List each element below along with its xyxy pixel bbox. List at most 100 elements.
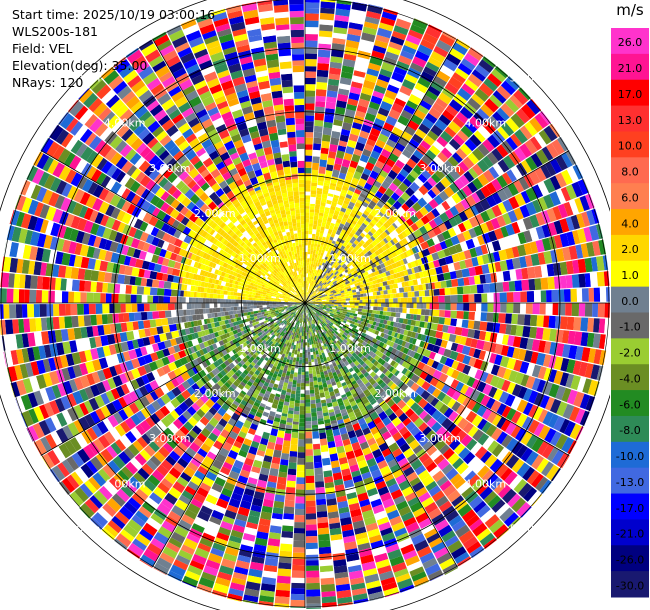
radar-gate (440, 130, 453, 143)
radar-gate (345, 146, 355, 155)
radar-gate (378, 199, 386, 206)
radar-gate (414, 272, 421, 279)
radar-gate (346, 207, 352, 213)
radar-gate (451, 278, 459, 287)
radar-gate (346, 319, 350, 323)
radar-gate (390, 279, 395, 285)
radar-gate (316, 187, 323, 192)
radar-gate (422, 32, 439, 45)
radar-gate (346, 303, 350, 306)
radar-gate (445, 209, 454, 219)
radar-gate (305, 155, 313, 162)
radar-gate (306, 292, 308, 296)
radar-gate (280, 537, 293, 545)
radar-gate (280, 543, 293, 552)
radar-gate (305, 121, 314, 127)
radar-gate (421, 309, 426, 316)
radar-gate (305, 402, 311, 407)
radar-gate (376, 278, 381, 284)
radar-gate (450, 303, 457, 311)
radar-gate (438, 164, 451, 176)
radar-gate (373, 245, 379, 252)
radar-gate (286, 417, 293, 423)
radar-gate (330, 292, 334, 295)
radar-gate (502, 212, 512, 225)
radar-gate (329, 293, 334, 297)
radar-gate (443, 248, 451, 257)
radar-gate (326, 233, 331, 237)
radar-gate (295, 390, 301, 394)
radar-gate (309, 341, 312, 345)
radar-gate (539, 303, 546, 315)
radar-gate (556, 401, 568, 417)
radar-gate (374, 317, 378, 322)
radar-gate (351, 153, 361, 163)
radar-gate (549, 328, 557, 342)
radar-gate (311, 412, 317, 417)
radar-gate (322, 127, 332, 136)
radar-gate (327, 269, 331, 274)
radar-gate (306, 320, 308, 325)
radar-gate (382, 294, 387, 299)
radar-gate (356, 237, 361, 243)
radar-gate (315, 272, 319, 277)
radar-gate (310, 263, 314, 268)
radar-gate (431, 208, 441, 218)
radar-gate (524, 139, 538, 155)
radar-gate (336, 289, 340, 293)
radar-gate (461, 83, 476, 96)
radar-gate (337, 145, 347, 152)
radar-gate (314, 287, 319, 292)
radar-gate (312, 304, 317, 306)
radar-gate (423, 222, 433, 232)
radar-gate (535, 239, 545, 253)
radar-gate (317, 252, 321, 256)
radar-gate (383, 290, 388, 295)
radar-gate (593, 287, 601, 302)
radar-gate (434, 281, 442, 289)
radar-gate (394, 97, 407, 108)
radar-gate (354, 63, 368, 73)
radar-gate (329, 314, 334, 318)
radar-gate (417, 77, 431, 89)
radar-gate (399, 252, 406, 260)
radar-gate (380, 273, 385, 278)
radar-gate (292, 380, 297, 385)
radar-gate (326, 257, 331, 262)
radar-gate (373, 266, 378, 272)
radar-gate (322, 254, 326, 260)
radar-gate (322, 189, 329, 195)
radar-gate (484, 273, 492, 284)
radar-gate (325, 224, 330, 230)
radar-gate (300, 386, 305, 390)
radar-gate (312, 289, 315, 293)
radar-gate (391, 71, 405, 83)
radar-gate (479, 198, 491, 211)
radar-gate (531, 377, 541, 391)
radar-gate (307, 284, 309, 288)
radar-gate (350, 229, 357, 235)
radar-gate (301, 369, 305, 373)
radar-gate (428, 268, 437, 276)
radar-gate (413, 228, 423, 238)
radar-gate (305, 77, 316, 85)
radar-gate (586, 210, 596, 226)
radar-gate (446, 279, 452, 288)
radar-gate (320, 304, 324, 306)
radar-gate (305, 96, 315, 104)
radar-gate (443, 186, 455, 198)
radar-gate (346, 218, 353, 224)
radar-gate (315, 235, 319, 241)
radar-gate (316, 246, 320, 252)
radar-gate (312, 282, 316, 287)
radar-gate (410, 319, 416, 326)
radar-gate (306, 297, 308, 301)
radar-gate (478, 82, 494, 97)
radar-gate (316, 402, 322, 408)
radar-gate (316, 373, 321, 378)
radar-gate (379, 310, 384, 315)
radar-gate (554, 316, 561, 329)
radar-gate (427, 130, 439, 141)
radar-gate (344, 261, 349, 266)
radar-gate (308, 265, 311, 270)
